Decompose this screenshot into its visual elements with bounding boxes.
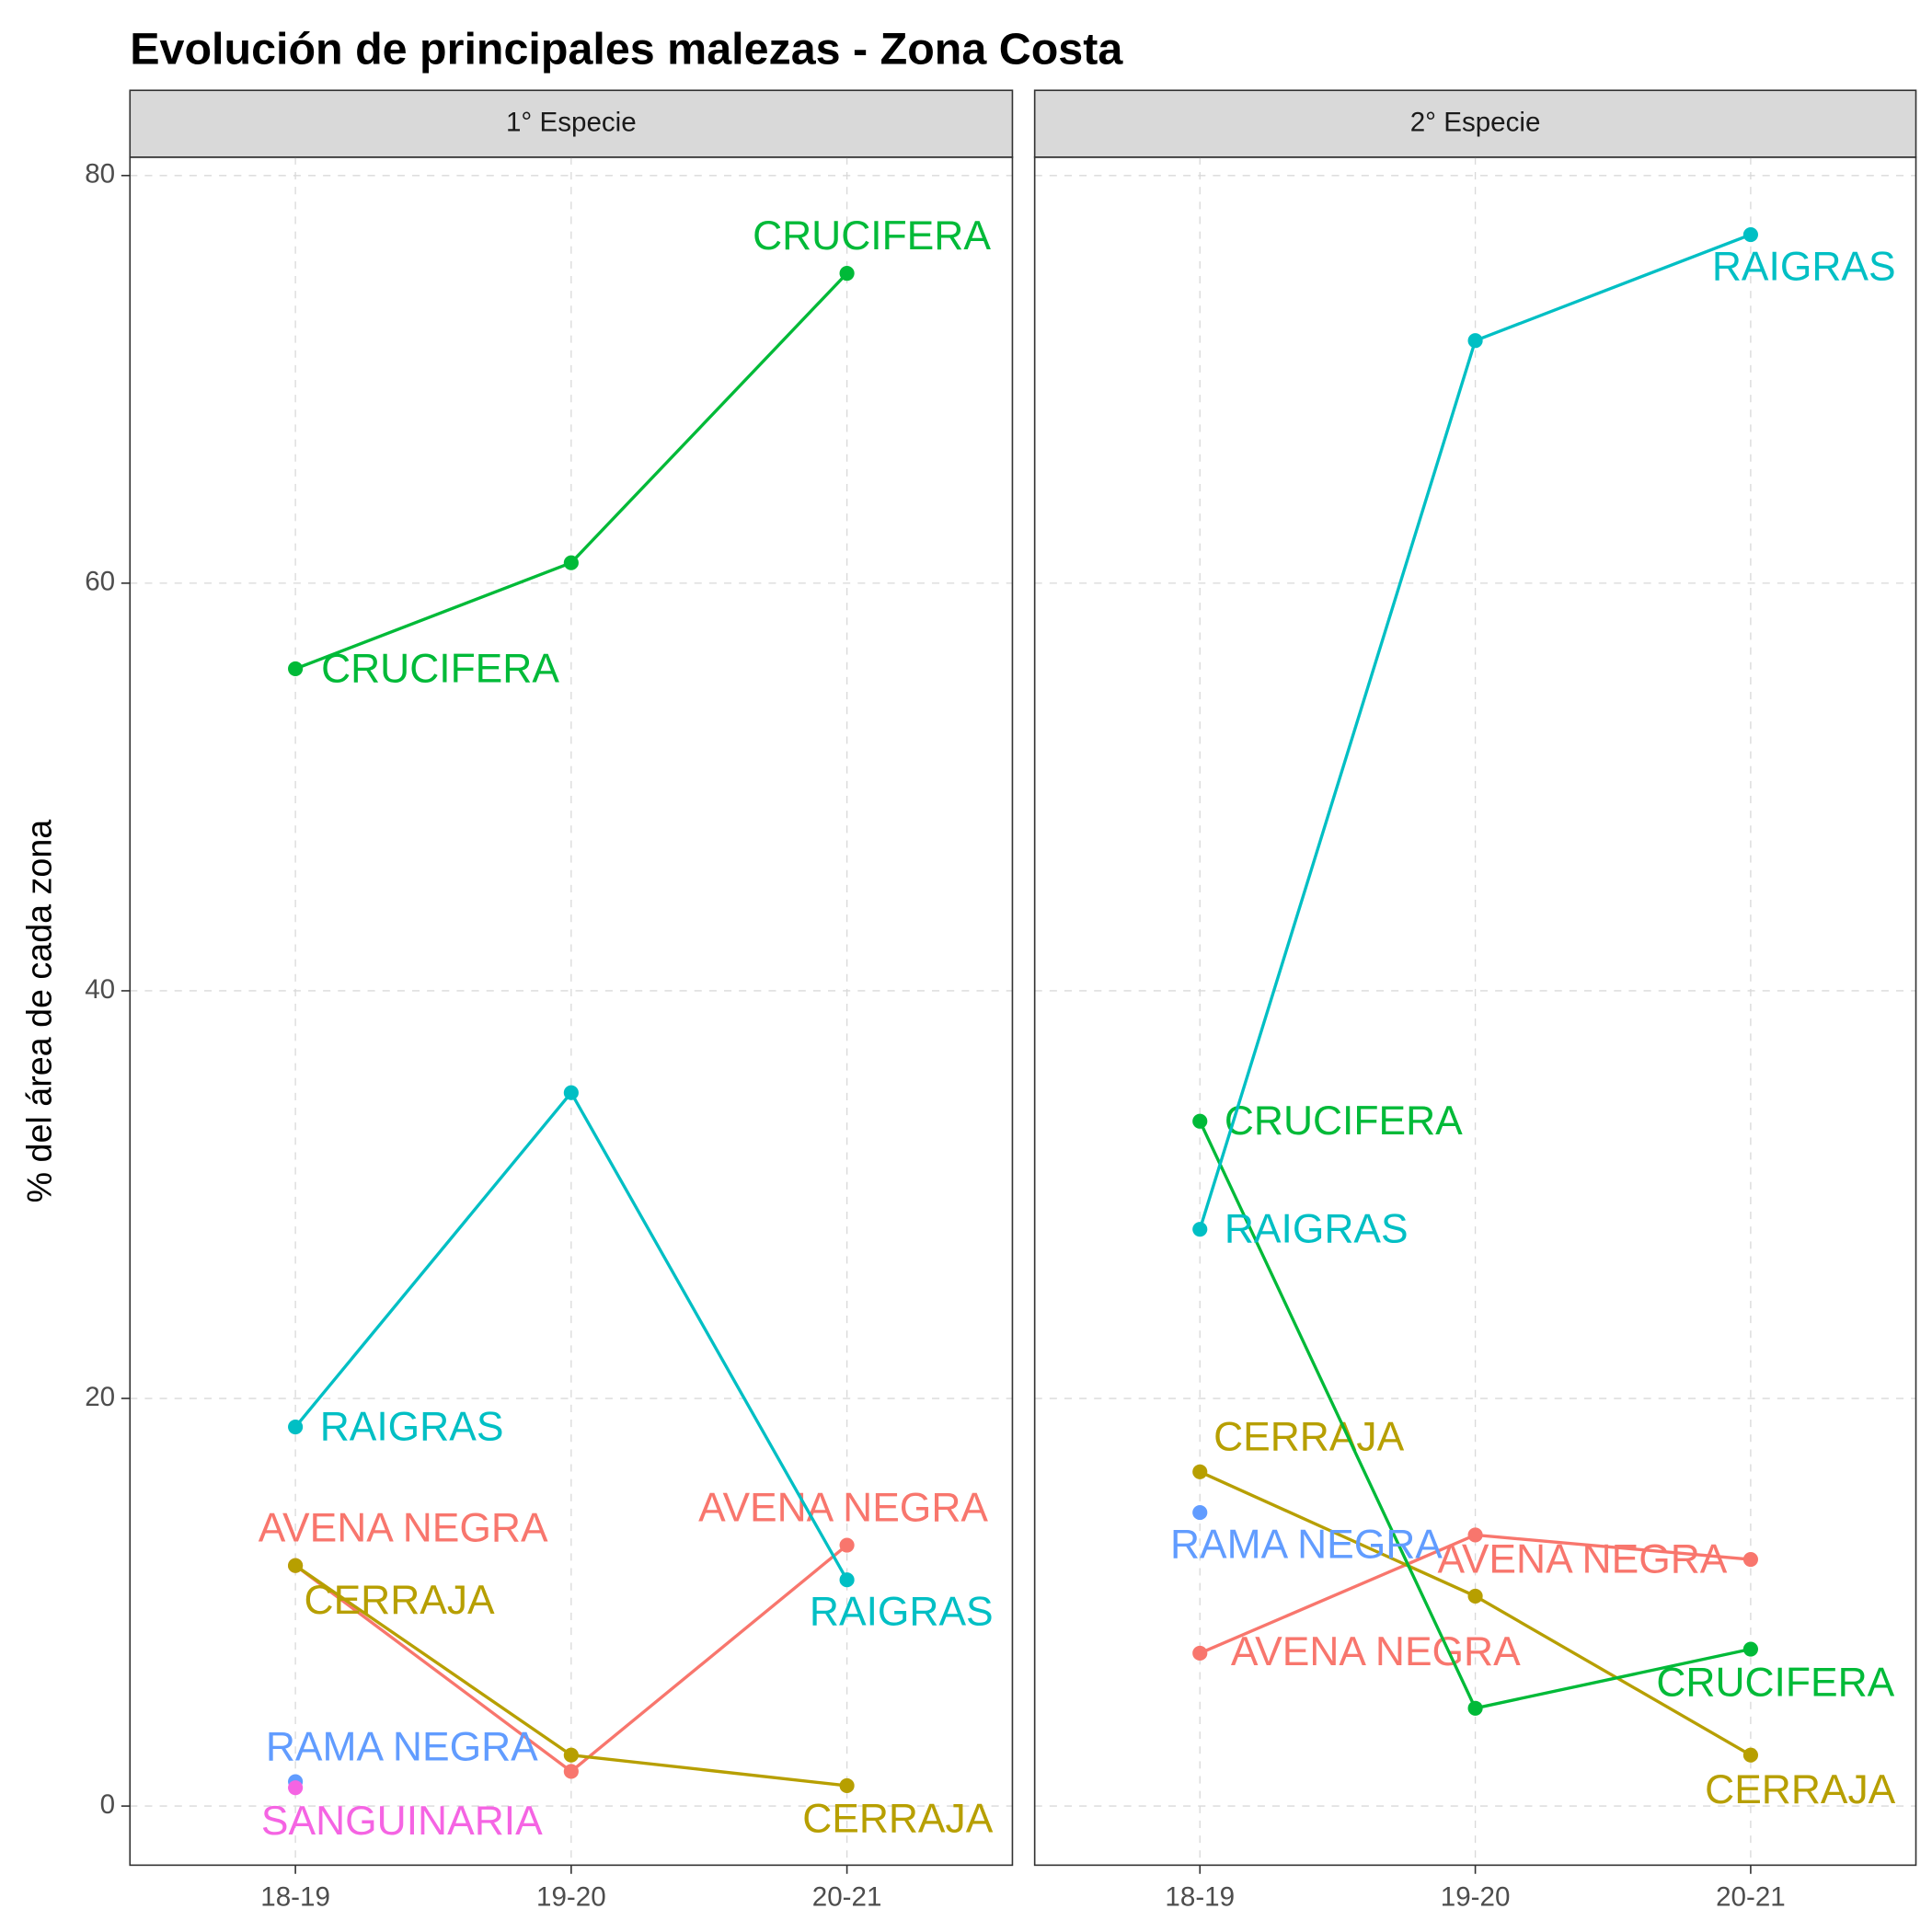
y-axis-label: % del área de cada zona xyxy=(20,820,59,1203)
point-label: CRUCIFERA xyxy=(753,213,991,259)
point xyxy=(1467,1588,1483,1604)
point-label: CERRAJA xyxy=(1213,1415,1405,1460)
x-tick-label: 19-20 xyxy=(536,1881,606,1912)
point-label: AVENA NEGRA xyxy=(259,1506,548,1551)
point xyxy=(1742,226,1758,243)
point-label: AVENA NEGRA xyxy=(698,1486,988,1531)
point-label: RAMA NEGRA xyxy=(266,1724,538,1769)
point xyxy=(839,266,855,282)
point-label: CERRAJA xyxy=(305,1578,496,1623)
x-tick-label: 20-21 xyxy=(812,1881,882,1912)
point xyxy=(563,1085,579,1100)
point xyxy=(1192,1645,1208,1662)
point-label: CRUCIFERA xyxy=(1225,1098,1463,1144)
y-tick-label: 60 xyxy=(85,567,115,597)
point xyxy=(288,1780,304,1796)
y-tick-label: 20 xyxy=(85,1382,115,1412)
strip-label: 1° Especie xyxy=(506,107,637,137)
point xyxy=(1192,1113,1208,1129)
panel-border xyxy=(129,156,1014,1867)
panel-border xyxy=(1033,156,1917,1867)
x-tick-label: 18-19 xyxy=(1165,1881,1235,1912)
point xyxy=(563,555,579,570)
strip xyxy=(129,89,1014,158)
point xyxy=(839,1537,855,1553)
y-tick-label: 80 xyxy=(85,159,115,190)
x-tick-label: 20-21 xyxy=(1716,1881,1786,1912)
point xyxy=(1742,1551,1758,1568)
point xyxy=(1467,1700,1483,1716)
point-label: AVENA NEGRA xyxy=(1231,1629,1521,1674)
point xyxy=(839,1572,855,1588)
y-tick-label: 0 xyxy=(100,1789,115,1820)
point-label: CERRAJA xyxy=(802,1797,994,1842)
point-label: CRUCIFERA xyxy=(321,646,559,691)
point-label: CERRAJA xyxy=(1705,1767,1896,1812)
chart-title: Evolución de principales malezas - Zona … xyxy=(130,24,1123,74)
point-label: RAIGRAS xyxy=(1225,1207,1409,1252)
point xyxy=(288,1419,304,1435)
point-label: SANGUINARIA xyxy=(261,1799,543,1844)
point xyxy=(1467,1527,1483,1543)
point xyxy=(1467,333,1483,349)
point-label: RAIGRAS xyxy=(810,1590,994,1635)
point xyxy=(1192,1505,1208,1521)
point-label: RAIGRAS xyxy=(1712,244,1896,289)
strip-label: 2° Especie xyxy=(1410,107,1541,137)
point-label: CRUCIFERA xyxy=(1656,1660,1894,1705)
point xyxy=(1742,1641,1758,1657)
point xyxy=(1192,1222,1208,1237)
point-label: RAMA NEGRA xyxy=(1170,1522,1443,1567)
point xyxy=(563,1747,579,1763)
point-label: RAIGRAS xyxy=(320,1404,504,1449)
point xyxy=(839,1777,855,1794)
point xyxy=(1192,1464,1208,1479)
point xyxy=(563,1764,579,1779)
strip xyxy=(1033,89,1917,158)
point xyxy=(288,661,304,676)
point xyxy=(288,1558,304,1573)
point xyxy=(1742,1747,1758,1763)
x-tick-label: 18-19 xyxy=(260,1881,330,1912)
point-label: AVENA NEGRA xyxy=(1438,1536,1728,1581)
x-tick-label: 19-20 xyxy=(1441,1881,1511,1912)
y-tick-label: 40 xyxy=(85,974,115,1005)
